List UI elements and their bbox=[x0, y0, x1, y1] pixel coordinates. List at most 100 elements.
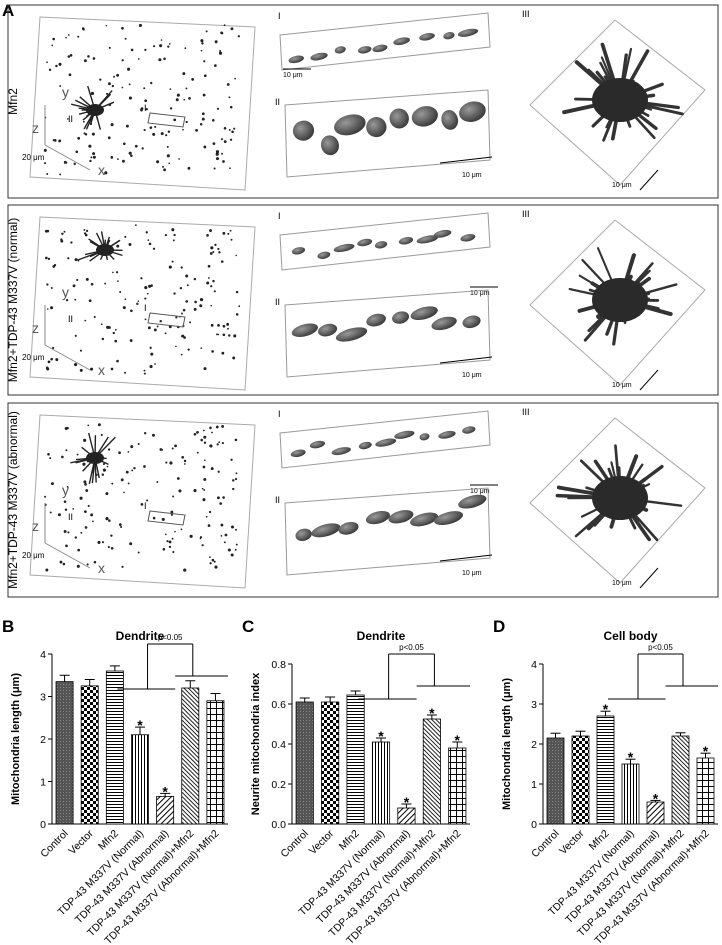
mito-dot bbox=[234, 438, 238, 442]
scale-bar bbox=[639, 567, 659, 589]
volume-box bbox=[29, 16, 256, 191]
mito-dot bbox=[122, 159, 125, 163]
axis-letter: y bbox=[62, 284, 69, 300]
mito-dot bbox=[186, 284, 189, 287]
mito-dot bbox=[199, 123, 203, 126]
mito-dot bbox=[70, 241, 73, 244]
mito-dot bbox=[181, 334, 185, 338]
mito-dot bbox=[215, 425, 219, 429]
mitochondrion bbox=[419, 32, 435, 41]
mito-dot bbox=[77, 136, 81, 140]
mito-dot bbox=[191, 77, 195, 81]
mito-dot bbox=[107, 136, 111, 140]
mito-dot bbox=[180, 266, 183, 269]
mito-dot bbox=[102, 462, 106, 466]
mito-dot bbox=[234, 528, 237, 531]
axis-letter: z bbox=[32, 320, 39, 336]
mito-dot bbox=[77, 35, 80, 38]
significance-marker: * bbox=[653, 790, 659, 806]
mito-dot bbox=[137, 443, 140, 446]
mito-dot bbox=[87, 424, 90, 427]
mito-dot bbox=[184, 463, 186, 465]
inset-label: I bbox=[278, 409, 281, 419]
region-box bbox=[147, 312, 186, 328]
mito-dot bbox=[82, 462, 86, 466]
mito-dot bbox=[199, 298, 204, 302]
mito-dot bbox=[207, 264, 211, 268]
mito-dot bbox=[105, 492, 109, 496]
mito-dot bbox=[138, 23, 142, 27]
mito-dot bbox=[168, 540, 172, 544]
mito-dot bbox=[68, 73, 72, 77]
region-box bbox=[147, 510, 186, 526]
mito-dot bbox=[231, 130, 234, 134]
mito-dot bbox=[67, 531, 70, 534]
mito-dot bbox=[183, 459, 187, 463]
mito-dot bbox=[128, 151, 132, 155]
mito-dot bbox=[134, 144, 138, 148]
mito-dot bbox=[74, 258, 78, 262]
mito-dot bbox=[93, 560, 97, 564]
inset-label: III bbox=[522, 209, 530, 219]
inset-box bbox=[279, 410, 491, 469]
mito-dot bbox=[130, 48, 134, 52]
mito-dot bbox=[171, 447, 174, 450]
mito-dot bbox=[63, 160, 67, 164]
mito-dot bbox=[170, 510, 174, 514]
mito-dot bbox=[46, 61, 48, 64]
mito-dot bbox=[101, 473, 105, 476]
mito-dot bbox=[100, 323, 103, 326]
significance-marker: * bbox=[429, 705, 435, 721]
significance-marker: * bbox=[603, 701, 609, 717]
mito-dot bbox=[85, 277, 89, 281]
mito-dot bbox=[99, 78, 102, 81]
scale-label: 10 μm bbox=[470, 290, 490, 297]
mito-dot bbox=[67, 55, 71, 58]
scale-label: 20 μm bbox=[22, 353, 45, 362]
inset-box bbox=[279, 212, 491, 271]
mito-dot bbox=[185, 300, 189, 303]
y-tick-label: 0 bbox=[40, 819, 46, 831]
bar bbox=[621, 763, 640, 825]
mito-dot bbox=[166, 145, 169, 148]
mito-dot bbox=[171, 260, 174, 263]
mito-dot bbox=[150, 81, 153, 85]
mitochondrion bbox=[291, 323, 318, 337]
mito-dot bbox=[161, 517, 165, 521]
mito-dot bbox=[156, 480, 159, 483]
mito-dot bbox=[92, 520, 94, 523]
mito-dot bbox=[65, 544, 68, 548]
mito-dot bbox=[233, 334, 237, 338]
mito-dot bbox=[72, 507, 75, 510]
mito-dot bbox=[74, 298, 77, 301]
bar bbox=[346, 694, 365, 825]
mito-dot bbox=[83, 59, 87, 63]
scale-label: 10 μm bbox=[462, 372, 482, 379]
mitochondrion bbox=[288, 55, 304, 64]
bar bbox=[422, 718, 441, 825]
mito-dot bbox=[121, 86, 124, 89]
mito-dot bbox=[220, 260, 224, 263]
region-label: I bbox=[144, 501, 147, 511]
bar bbox=[55, 681, 74, 825]
row-label: Mfn2+TDP-43 M337V (abnormal) bbox=[6, 411, 20, 589]
mito-dot bbox=[216, 443, 219, 446]
mito-dot bbox=[203, 489, 206, 491]
mitochondrion bbox=[457, 28, 479, 37]
mito-dot bbox=[146, 499, 149, 502]
mito-dot bbox=[193, 432, 197, 436]
mito-dot bbox=[227, 232, 230, 235]
mito-dot bbox=[154, 363, 156, 365]
mitochondrion bbox=[416, 235, 438, 244]
mito-dot bbox=[147, 239, 150, 241]
mito-dot bbox=[222, 496, 225, 499]
mitochondrion bbox=[433, 229, 452, 238]
significance-marker: * bbox=[137, 717, 143, 733]
y-tick-label: 4 bbox=[40, 649, 46, 661]
mitochondrion bbox=[434, 511, 464, 526]
mitochondrion bbox=[419, 433, 430, 441]
mito-dot bbox=[47, 308, 49, 310]
cell-body bbox=[86, 452, 104, 464]
mito-dot bbox=[116, 244, 120, 248]
mito-dot bbox=[148, 242, 152, 246]
